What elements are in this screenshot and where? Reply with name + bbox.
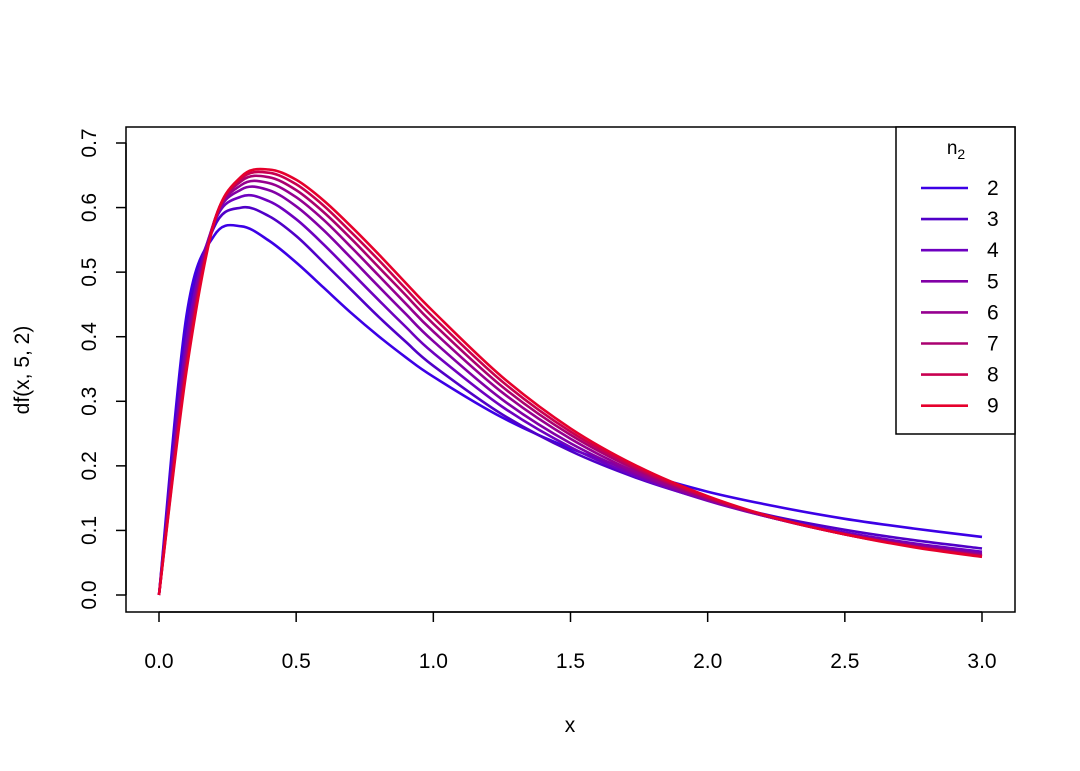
y-axis: 0.0 0.1 0.2 0.3 0.4 0.5 0.6 0.7 — [78, 128, 127, 610]
legend-label-3: 3 — [987, 208, 999, 231]
legend-label-9: 9 — [987, 395, 999, 418]
legend-title: n2 — [947, 138, 966, 162]
y-tick-label: 0.4 — [78, 322, 101, 352]
x-tick-label: 1.0 — [419, 650, 448, 673]
x-tick-label: 3.0 — [967, 650, 996, 673]
legend-title-main: n — [947, 138, 958, 159]
y-tick-label: 0.0 — [78, 580, 101, 609]
series-line-9 — [157, 167, 983, 596]
legend-label-7: 7 — [987, 333, 999, 356]
y-tick-label: 0.3 — [78, 387, 101, 416]
legend-title-subscript: 2 — [957, 146, 965, 162]
legend-items: 2 3 4 5 6 7 8 9 — [921, 177, 999, 418]
x-tick-label: 2.0 — [693, 650, 722, 673]
y-axis-title: df(x, 5, 2) — [11, 326, 34, 415]
x-tick-label: 2.5 — [830, 650, 859, 673]
x-axis-title: x — [565, 714, 576, 737]
y-tick-label: 0.5 — [78, 258, 101, 287]
y-tick-label: 0.6 — [78, 193, 101, 222]
x-tick-label: 0.0 — [144, 650, 173, 673]
y-tick-label: 0.7 — [78, 128, 101, 157]
legend-label-4: 4 — [987, 239, 999, 262]
y-tick-label: 0.2 — [78, 451, 101, 480]
series-line-2 — [157, 223, 983, 596]
legend-label-2: 2 — [987, 177, 999, 200]
y-tick-label: 0.1 — [78, 516, 101, 545]
legend-label-8: 8 — [987, 364, 999, 387]
x-tick-label: 0.5 — [282, 650, 311, 673]
series-lines — [157, 167, 983, 596]
x-axis: 0.0 0.5 1.0 1.5 2.0 2.5 3.0 — [144, 611, 997, 673]
legend-label-5: 5 — [987, 270, 999, 293]
legend-label-6: 6 — [987, 301, 999, 324]
x-tick-label: 1.5 — [556, 650, 585, 673]
